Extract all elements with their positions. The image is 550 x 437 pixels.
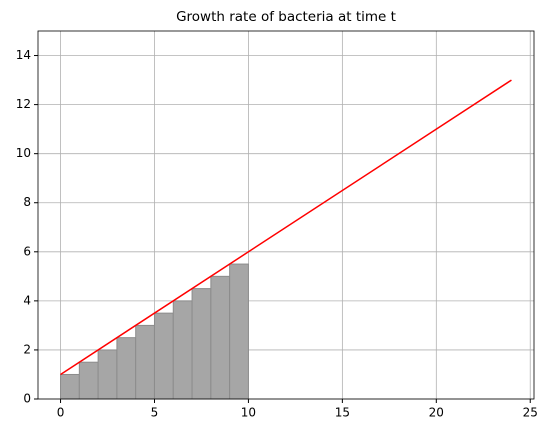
y-tick-label: 8	[23, 195, 31, 209]
x-tick-label: 20	[429, 406, 444, 420]
line	[60, 79, 512, 376]
y-tick-label: 14	[16, 48, 31, 62]
y-tick-label: 2	[23, 342, 31, 356]
plot-frame	[37, 30, 535, 400]
y-tick-label: 12	[16, 97, 31, 111]
bar	[153, 312, 174, 400]
x-tick-label: 25	[523, 406, 538, 420]
bar	[172, 300, 193, 400]
y-tick-label: 4	[23, 293, 31, 307]
bar	[229, 263, 249, 400]
chart-title: Growth rate of bacteria at time t	[176, 9, 396, 25]
bar	[135, 324, 155, 400]
bar	[97, 349, 118, 400]
bar	[60, 373, 80, 400]
bar	[191, 288, 212, 400]
x-tick-label: 15	[335, 406, 350, 420]
y-tick-label: 6	[23, 244, 31, 258]
x-tick-label: 5	[151, 406, 159, 420]
y-tick-label: 0	[23, 392, 31, 406]
bar	[78, 361, 99, 400]
bar	[210, 275, 231, 400]
x-tick-label: 0	[57, 406, 65, 420]
y-tick-label: 10	[16, 146, 31, 160]
x-tick-label: 10	[241, 406, 256, 420]
bar	[116, 337, 137, 400]
